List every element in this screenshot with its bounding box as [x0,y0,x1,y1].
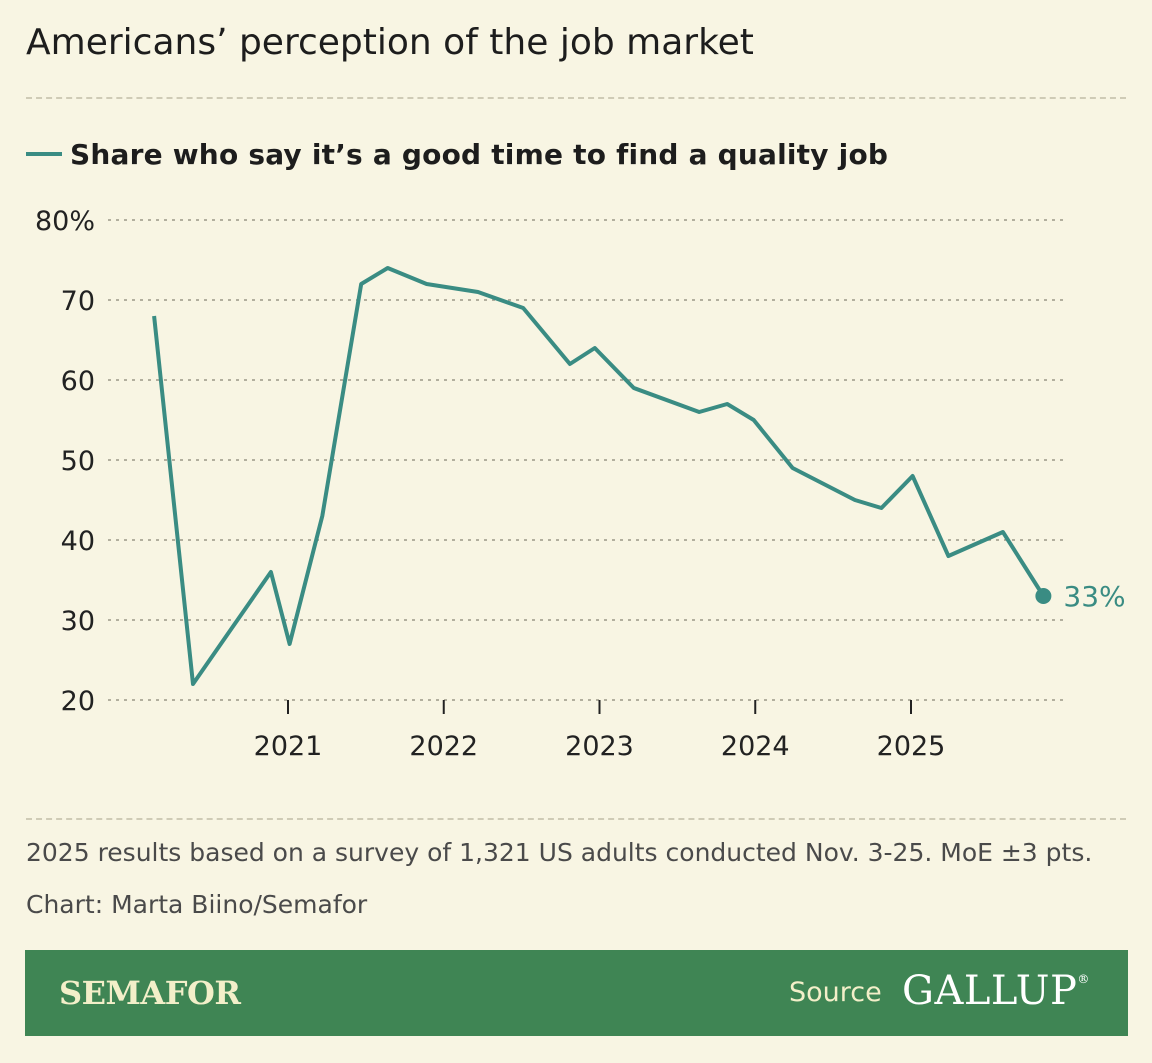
y-tick-label: 80% [35,206,95,237]
legend: Share who say it’s a good time to find a… [26,136,888,172]
gallup-logo-text: GALLUP [902,968,1078,1014]
divider-bottom [26,818,1126,820]
end-point [1035,588,1052,604]
grid [108,219,1066,701]
legend-swatch [26,152,62,156]
legend-label: Share who say it’s a good time to find a… [70,137,889,171]
line-chart: 20 30 40 50 60 70 80% 2021 2022 2023 2024 2025 33% [35,206,1126,762]
x-tick-label: 2025 [877,731,946,762]
divider-top [26,97,1126,99]
gallup-logo: GALLUP® [902,968,1090,1014]
y-tick-label: 60 [61,366,95,397]
semafor-logo: SEMAFOR [59,974,241,1012]
chart-credit: Chart: Marta Biino/Semafor [26,890,368,919]
y-tick-label: 50 [61,446,95,477]
x-tick-label: 2024 [721,731,790,762]
survey-note: 2025 results based on a survey of 1,321 … [26,838,1093,867]
end-value-label: 33% [1063,580,1125,613]
y-tick-label: 40 [61,526,95,557]
x-tick-label: 2021 [254,731,323,762]
x-tick-label: 2023 [565,731,634,762]
registered-mark-icon: ® [1077,972,1090,986]
source-label: Source [789,977,882,1008]
y-tick-label: 20 [61,686,95,717]
x-axis: 2021 2022 2023 2024 2025 [254,700,946,762]
y-axis: 20 30 40 50 60 70 80% [35,206,95,717]
footer-bar: SEMAFOR Source GALLUP® [25,950,1128,1036]
x-tick-label: 2022 [409,731,478,762]
y-tick-label: 70 [61,286,95,317]
y-tick-label: 30 [61,606,95,637]
chart-title: Americans’ perception of the job market [26,22,754,63]
series-line [152,266,1046,686]
